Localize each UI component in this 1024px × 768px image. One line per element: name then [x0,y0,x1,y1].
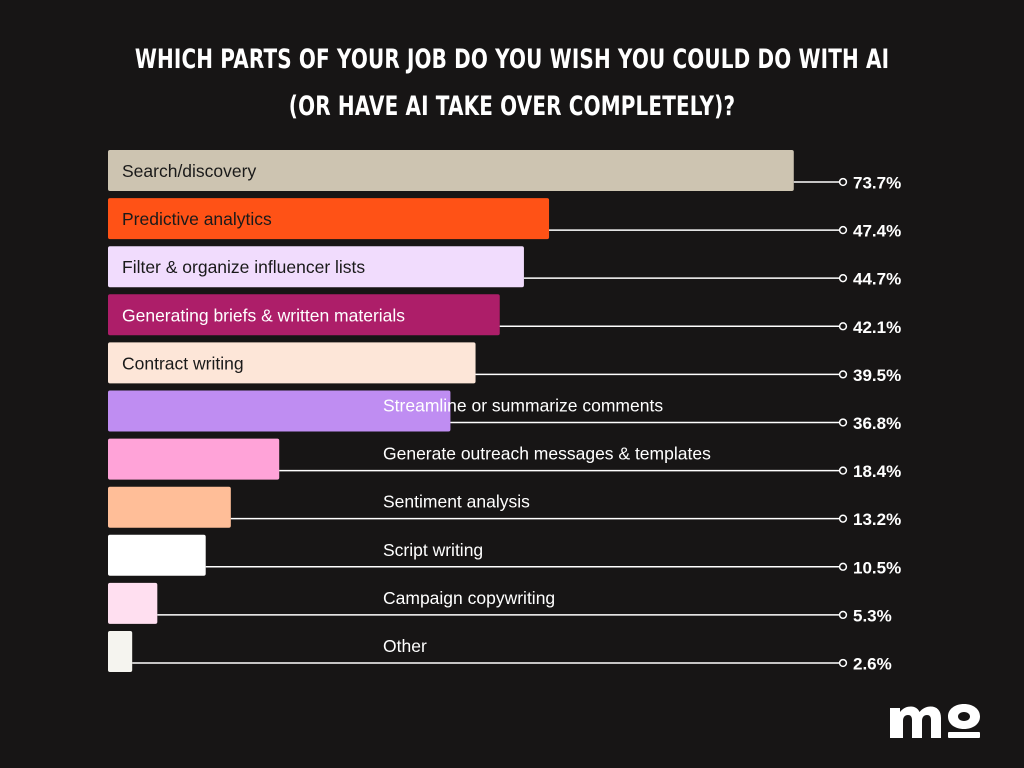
value-label: 13.2% [853,510,901,529]
bar-row: 73.7% Search/discovery [108,150,901,192]
bar [108,150,794,191]
category-label: Sentiment analysis [383,492,530,512]
bar-row: 47.4% Predictive analytics [108,198,901,241]
chart-title-line-1: WHICH PARTS OF YOUR JOB DO YOU WISH YOU … [134,44,890,75]
bar-row: 5.3% Campaign copywriting [108,582,892,625]
value-label: 39.5% [853,366,901,385]
bar [108,294,500,336]
value-label: 47.4% [853,222,901,241]
leader-dot [838,562,848,571]
leader-dot [838,466,848,475]
category-label: Filter & organize influencer lists [122,257,365,277]
bar-row: 44.7% Filter & organize influencer lists [108,246,901,289]
category-label: Search/discovery [122,161,256,181]
bar [108,390,451,432]
value-label: 2.6% [853,654,892,673]
value-label: 44.7% [853,270,901,289]
bar [108,486,231,528]
bar-row: 36.8% Streamline or summarize comments [108,390,901,433]
leader-dot [838,177,848,187]
leader-dot [838,418,848,427]
category-label: Contract writing [122,353,244,373]
bar [108,246,524,288]
bar-row: 10.5% Script writing [108,534,901,577]
leader-dot [838,225,848,235]
leader-dot [838,274,848,283]
value-label: 10.5% [853,558,901,577]
category-label: Streamline or summarize comments [383,396,663,416]
category-label: Generating briefs & written materials [122,305,405,325]
value-label: 5.3% [853,606,892,625]
bar [108,438,280,480]
leader-dot [838,370,848,379]
value-label: 18.4% [853,462,901,481]
bar-row: 2.6% Other [108,631,892,673]
bar [108,198,550,240]
value-label: 42.1% [853,318,901,337]
bar [108,342,476,384]
bar [108,582,158,624]
bar [108,631,133,672]
category-label: Script writing [383,540,483,560]
leader-dot [838,658,848,668]
bar-row: 18.4% Generate outreach messages & templa… [108,438,901,481]
leader-dot [838,610,848,620]
mo-logo [890,704,980,738]
bar-row: 13.2% Sentiment analysis [108,486,901,529]
value-label: 36.8% [853,414,901,433]
category-label: Predictive analytics [122,209,272,229]
bar [108,534,206,576]
chart-title-line-2: (OR HAVE AI TAKE OVER COMPLETELY)? [288,91,736,122]
bar-row: 42.1% Generating briefs & written materia… [108,294,901,337]
category-label: Campaign copywriting [383,588,555,608]
category-label: Other [383,636,427,656]
bar-row: 39.5% Contract writing [108,342,901,385]
leader-dot [838,322,848,331]
leader-dot [838,514,848,523]
category-label: Generate outreach messages & templates [383,444,711,464]
value-label: 73.7% [853,173,901,192]
